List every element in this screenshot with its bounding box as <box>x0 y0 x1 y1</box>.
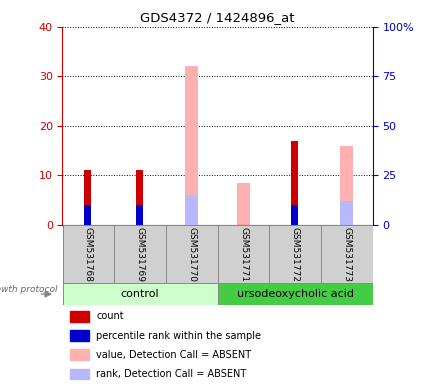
Text: rank, Detection Call = ABSENT: rank, Detection Call = ABSENT <box>96 369 246 379</box>
Text: GSM531769: GSM531769 <box>135 227 144 282</box>
FancyBboxPatch shape <box>217 225 269 284</box>
Bar <box>185 66 198 225</box>
FancyBboxPatch shape <box>320 225 372 284</box>
Bar <box>340 146 353 225</box>
Text: GSM531771: GSM531771 <box>239 227 247 282</box>
FancyBboxPatch shape <box>62 283 217 305</box>
Bar <box>84 170 91 225</box>
Bar <box>291 205 298 225</box>
Text: GSM531773: GSM531773 <box>342 227 350 282</box>
Text: GSM531770: GSM531770 <box>187 227 196 282</box>
Text: GSM531772: GSM531772 <box>290 227 299 282</box>
Bar <box>136 170 143 225</box>
Bar <box>69 369 89 379</box>
Bar <box>340 201 353 225</box>
Bar <box>69 349 89 360</box>
Text: growth protocol: growth protocol <box>0 285 58 294</box>
Text: control: control <box>120 289 159 299</box>
Bar <box>185 195 198 225</box>
Bar <box>69 330 89 341</box>
Bar <box>136 205 143 225</box>
Text: GSM531768: GSM531768 <box>84 227 92 282</box>
FancyBboxPatch shape <box>62 225 114 284</box>
FancyBboxPatch shape <box>269 225 320 284</box>
Bar <box>291 141 298 225</box>
Text: count: count <box>96 311 123 321</box>
Bar <box>69 311 89 322</box>
Bar <box>237 183 249 225</box>
FancyBboxPatch shape <box>166 225 217 284</box>
Title: GDS4372 / 1424896_at: GDS4372 / 1424896_at <box>140 11 294 24</box>
Text: ursodeoxycholic acid: ursodeoxycholic acid <box>236 289 353 299</box>
FancyBboxPatch shape <box>217 283 372 305</box>
Text: percentile rank within the sample: percentile rank within the sample <box>96 331 261 341</box>
Bar <box>84 205 91 225</box>
Text: value, Detection Call = ABSENT: value, Detection Call = ABSENT <box>96 350 251 360</box>
FancyBboxPatch shape <box>114 225 166 284</box>
